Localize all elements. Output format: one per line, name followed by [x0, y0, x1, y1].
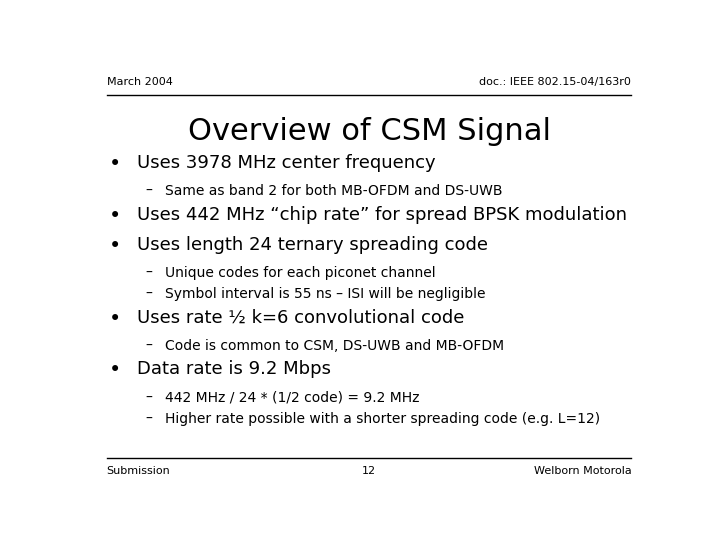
- Text: doc.: IEEE 802.15-04/163r0: doc.: IEEE 802.15-04/163r0: [480, 77, 631, 87]
- Text: Submission: Submission: [107, 465, 171, 476]
- Text: Overview of CSM Signal: Overview of CSM Signal: [187, 117, 551, 146]
- Text: Unique codes for each piconet channel: Unique codes for each piconet channel: [166, 266, 436, 280]
- Text: Code is common to CSM, DS-UWB and MB-OFDM: Code is common to CSM, DS-UWB and MB-OFD…: [166, 339, 505, 353]
- Text: –: –: [145, 412, 152, 426]
- Text: Higher rate possible with a shorter spreading code (e.g. L=12): Higher rate possible with a shorter spre…: [166, 412, 600, 426]
- Text: •: •: [109, 309, 121, 329]
- Text: Symbol interval is 55 ns – ISI will be negligible: Symbol interval is 55 ns – ISI will be n…: [166, 287, 486, 301]
- Text: –: –: [145, 390, 152, 404]
- Text: –: –: [145, 339, 152, 353]
- Text: Uses length 24 ternary spreading code: Uses length 24 ternary spreading code: [138, 235, 488, 254]
- Text: –: –: [145, 287, 152, 301]
- Text: Uses 3978 MHz center frequency: Uses 3978 MHz center frequency: [138, 154, 436, 172]
- Text: Welborn Motorola: Welborn Motorola: [534, 465, 631, 476]
- Text: Data rate is 9.2 Mbps: Data rate is 9.2 Mbps: [138, 360, 331, 379]
- Text: •: •: [109, 235, 121, 256]
- Text: 12: 12: [362, 465, 376, 476]
- Text: March 2004: March 2004: [107, 77, 173, 87]
- Text: •: •: [109, 360, 121, 381]
- Text: •: •: [109, 206, 121, 226]
- Text: •: •: [109, 154, 121, 174]
- Text: Uses rate ½ k=6 convolutional code: Uses rate ½ k=6 convolutional code: [138, 309, 465, 327]
- Text: Same as band 2 for both MB-OFDM and DS-UWB: Same as band 2 for both MB-OFDM and DS-U…: [166, 184, 503, 198]
- Text: –: –: [145, 184, 152, 198]
- Text: 442 MHz / 24 * (1/2 code) = 9.2 MHz: 442 MHz / 24 * (1/2 code) = 9.2 MHz: [166, 390, 420, 404]
- Text: –: –: [145, 266, 152, 280]
- Text: Uses 442 MHz “chip rate” for spread BPSK modulation: Uses 442 MHz “chip rate” for spread BPSK…: [138, 206, 627, 224]
